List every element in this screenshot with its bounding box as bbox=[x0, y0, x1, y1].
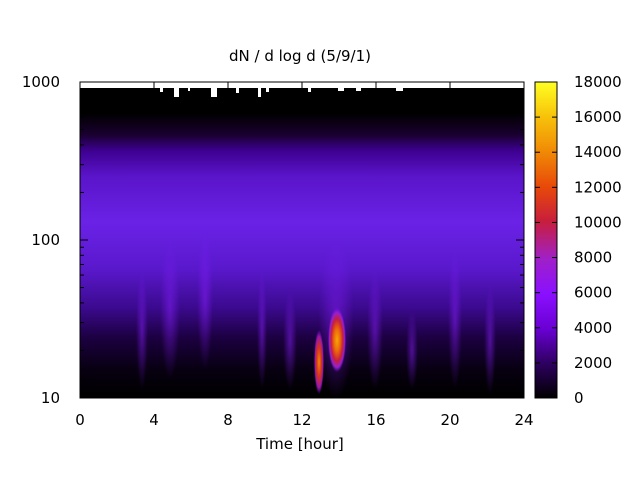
colorbar-tick-label: 10000 bbox=[574, 213, 622, 231]
x-tick-label: 0 bbox=[75, 411, 85, 429]
colorbar-tick-label: 4000 bbox=[574, 319, 612, 337]
colorbar-tick-label: 8000 bbox=[574, 249, 612, 267]
x-axis: 0 4 8 12 16 20 24 bbox=[75, 82, 534, 429]
colorbar-tick-label: 2000 bbox=[574, 354, 612, 372]
heatmap-surface bbox=[80, 82, 524, 398]
colorbar-tick-label: 12000 bbox=[574, 178, 622, 196]
chart-title: dN / d log d (5/9/1) bbox=[229, 47, 371, 65]
x-axis-label: Time [hour] bbox=[255, 435, 344, 453]
nucleation-burst-b bbox=[328, 308, 346, 372]
colorbar-tick-label: 6000 bbox=[574, 284, 612, 302]
y-tick-label: 10 bbox=[41, 389, 60, 407]
y-axis: 10 100 1000 bbox=[22, 73, 524, 407]
vertical-streaks bbox=[136, 230, 496, 398]
y-tick-label: 1000 bbox=[22, 73, 60, 91]
colorbar-tick-label: 0 bbox=[574, 389, 584, 407]
x-tick-label: 12 bbox=[292, 411, 311, 429]
x-tick-label: 16 bbox=[366, 411, 385, 429]
colorbar-tick-label: 14000 bbox=[574, 143, 622, 161]
x-tick-label: 8 bbox=[223, 411, 233, 429]
colorbar-tick-label: 16000 bbox=[574, 108, 622, 126]
x-tick-label: 24 bbox=[514, 411, 533, 429]
x-tick-label: 4 bbox=[149, 411, 159, 429]
colorbar-axis: 0 2000 4000 6000 8000 10000 12000 14000 16000 180… bbox=[535, 73, 622, 407]
nucleation-burst-a bbox=[314, 330, 324, 394]
colorbar-tick-label: 18000 bbox=[574, 73, 622, 91]
colorbar bbox=[534, 81, 558, 399]
y-tick-label: 100 bbox=[31, 231, 60, 249]
x-tick-label: 20 bbox=[440, 411, 459, 429]
